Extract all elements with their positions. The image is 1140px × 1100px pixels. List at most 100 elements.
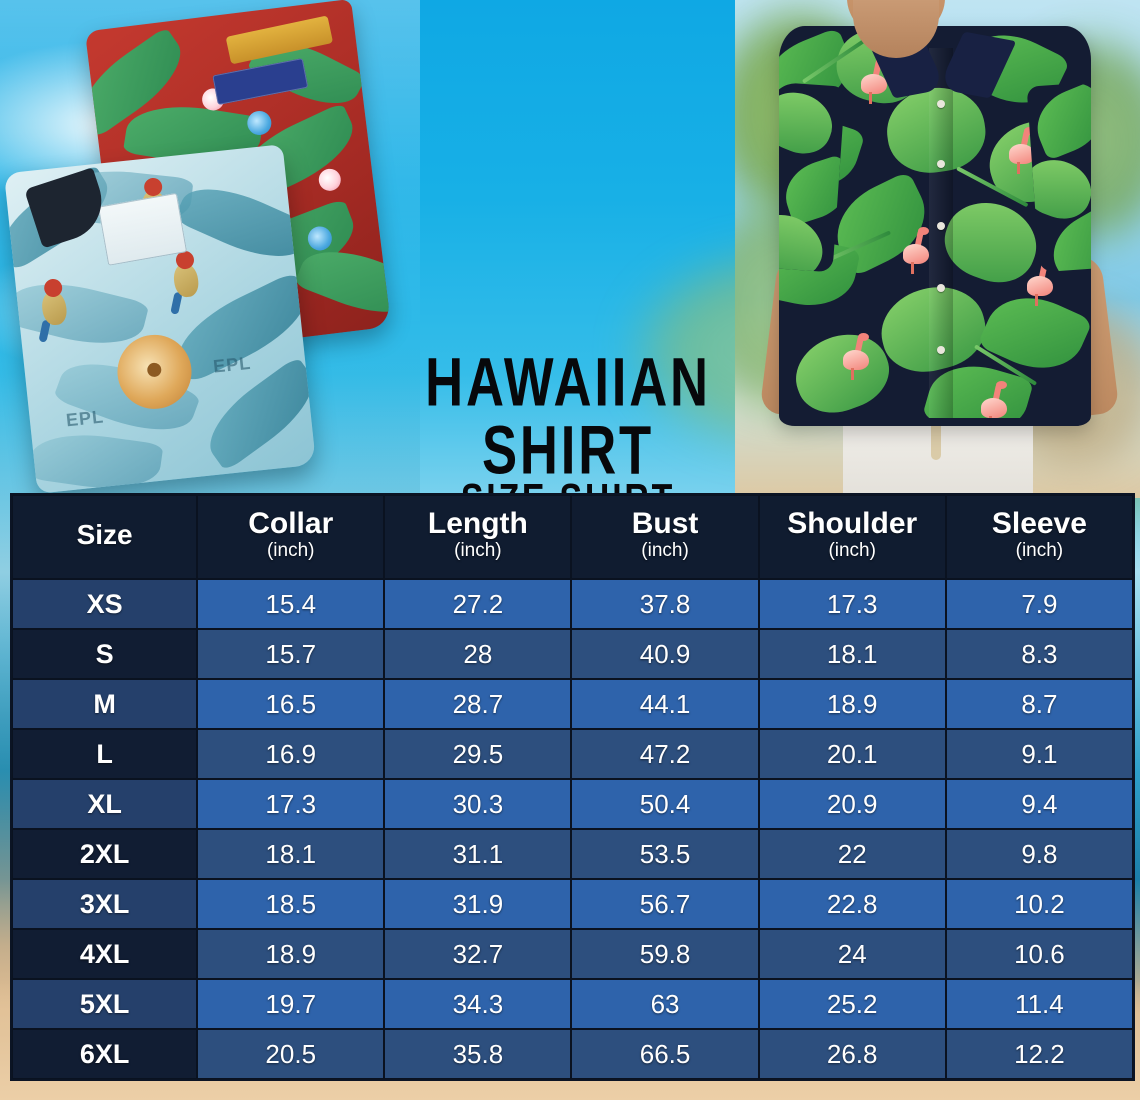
cell-sleeve: 8.7	[945, 679, 1133, 729]
drawstring	[931, 398, 941, 460]
cell-bust: 40.9	[571, 629, 759, 679]
table-row: 6XL 20.5 35.8 66.5 26.8 12.2	[12, 1029, 1133, 1079]
cell-size: XS	[12, 579, 198, 629]
cell-shoulder: 24	[758, 929, 946, 979]
cell-size: XL	[12, 779, 198, 829]
shirt-placket	[929, 48, 953, 426]
cell-bust: 56.7	[571, 879, 759, 929]
cell-bust: 47.2	[571, 729, 759, 779]
cell-length: 31.1	[384, 829, 572, 879]
header-label: Length	[427, 506, 528, 540]
cell-length: 28	[384, 629, 572, 679]
cell-length: 28.7	[384, 679, 572, 729]
header-unit: (inch)	[454, 540, 502, 562]
header-unit: (inch)	[266, 540, 315, 562]
table-row: XL 17.3 30.3 50.4 20.9 9.4	[12, 779, 1133, 829]
cell-bust: 59.8	[571, 929, 759, 979]
header-cell-bust: Bust (inch)	[571, 495, 759, 579]
cell-size: 4XL	[12, 929, 198, 979]
header-cell-shoulder: Shoulder (inch)	[758, 495, 946, 579]
header-cell-size: Size	[12, 495, 198, 579]
table-row: 5XL 19.7 34.3 63 25.2 11.4	[12, 979, 1133, 1029]
cell-collar: 18.9	[197, 929, 385, 979]
navy-flamingo-shirt	[779, 26, 1091, 426]
cell-size: 3XL	[12, 879, 198, 929]
cell-sleeve: 11.4	[945, 979, 1133, 1029]
table-row: S 15.7 28 40.9 18.1 8.3	[12, 629, 1133, 679]
cell-sleeve: 7.9	[945, 579, 1133, 629]
cell-length: 32.7	[384, 929, 572, 979]
table-row: 2XL 18.1 31.1 53.5 22 9.8	[12, 829, 1133, 879]
title-line-1: HAWAIIAN SHIRT	[425, 343, 711, 489]
cell-collar: 16.5	[197, 679, 385, 729]
header-unit: (inch)	[1015, 540, 1064, 562]
cell-sleeve: 9.4	[945, 779, 1133, 829]
table-row: M 16.5 28.7 44.1 18.9 8.7	[12, 679, 1133, 729]
cell-collar: 15.4	[197, 579, 385, 629]
size-chart-body: XS 15.4 27.2 37.8 17.3 7.9 S 15.7 28 40.9 18.1 8.3 M…	[12, 579, 1133, 1079]
header-label: Shoulder	[787, 506, 918, 540]
cell-size: M	[12, 679, 198, 729]
cell-bust: 44.1	[571, 679, 759, 729]
cell-collar: 18.1	[197, 829, 385, 879]
cell-sleeve: 9.8	[945, 829, 1133, 879]
shirt-button	[937, 222, 945, 230]
cell-sleeve: 8.3	[945, 629, 1133, 679]
shirt-button	[937, 100, 945, 108]
page-title: HAWAIIAN SHIRT SIZE SHIRT	[318, 343, 818, 520]
cell-sleeve: 9.1	[945, 729, 1133, 779]
size-chart-header: Size Collar (inch) Length (inch) Bust (i…	[12, 495, 1133, 579]
cell-shoulder: 18.1	[758, 629, 946, 679]
flamingo-print	[839, 333, 869, 380]
cell-sleeve: 12.2	[945, 1029, 1133, 1079]
cell-collar: 16.9	[197, 729, 385, 779]
cell-sleeve: 10.6	[945, 929, 1133, 979]
cell-sleeve: 10.2	[945, 879, 1133, 929]
table-row: 4XL 18.9 32.7 59.8 24 10.6	[12, 929, 1133, 979]
shirt-button	[937, 346, 945, 354]
parrot-print	[33, 277, 73, 343]
cell-collar: 20.5	[197, 1029, 385, 1079]
table-row: 3XL 18.5 31.9 56.7 22.8 10.2	[12, 879, 1133, 929]
cell-size: S	[12, 629, 198, 679]
cell-length: 34.3	[384, 979, 572, 1029]
header-label: Bust	[631, 506, 699, 540]
header-unit: (inch)	[828, 540, 876, 562]
shirt-button	[937, 284, 945, 292]
cell-size: 5XL	[12, 979, 198, 1029]
cell-bust: 53.5	[571, 829, 759, 879]
cell-bust: 37.8	[571, 579, 759, 629]
cell-collar: 17.3	[197, 779, 385, 829]
cell-shoulder: 18.9	[758, 679, 946, 729]
cell-length: 30.3	[384, 779, 572, 829]
cell-length: 29.5	[384, 729, 572, 779]
cell-shoulder: 26.8	[758, 1029, 946, 1079]
cell-length: 27.2	[384, 579, 572, 629]
cell-bust: 63	[571, 979, 759, 1029]
shirt-hem	[839, 418, 1091, 426]
size-label	[212, 58, 309, 106]
cell-shoulder: 25.2	[758, 979, 946, 1029]
model-photo	[735, 0, 1140, 498]
header-unit: (inch)	[641, 540, 689, 562]
flamingo-print	[899, 227, 929, 274]
cell-bust: 66.5	[571, 1029, 759, 1079]
table-row: L 16.9 29.5 47.2 20.1 9.1	[12, 729, 1133, 779]
cell-length: 35.8	[384, 1029, 572, 1079]
cell-collar: 15.7	[197, 629, 385, 679]
table-row: XS 15.4 27.2 37.8 17.3 7.9	[12, 579, 1133, 629]
cell-shoulder: 20.9	[758, 779, 946, 829]
parrot-print	[165, 250, 205, 315]
cell-length: 31.9	[384, 879, 572, 929]
shirt-button	[937, 160, 945, 168]
blue-hawaiian-shirt: EPL EPL	[3, 144, 317, 494]
header-label: Collar	[248, 506, 334, 540]
cell-size: 6XL	[12, 1029, 198, 1079]
cell-shoulder: 20.1	[758, 729, 946, 779]
header-row: Size Collar (inch) Length (inch) Bust (i…	[12, 495, 1133, 579]
cell-shoulder: 22.8	[758, 879, 946, 929]
size-chart-table: Size Collar (inch) Length (inch) Bust (i…	[12, 495, 1133, 1079]
cell-shoulder: 22	[758, 829, 946, 879]
header-label: Size	[76, 519, 133, 550]
cell-collar: 19.7	[197, 979, 385, 1029]
